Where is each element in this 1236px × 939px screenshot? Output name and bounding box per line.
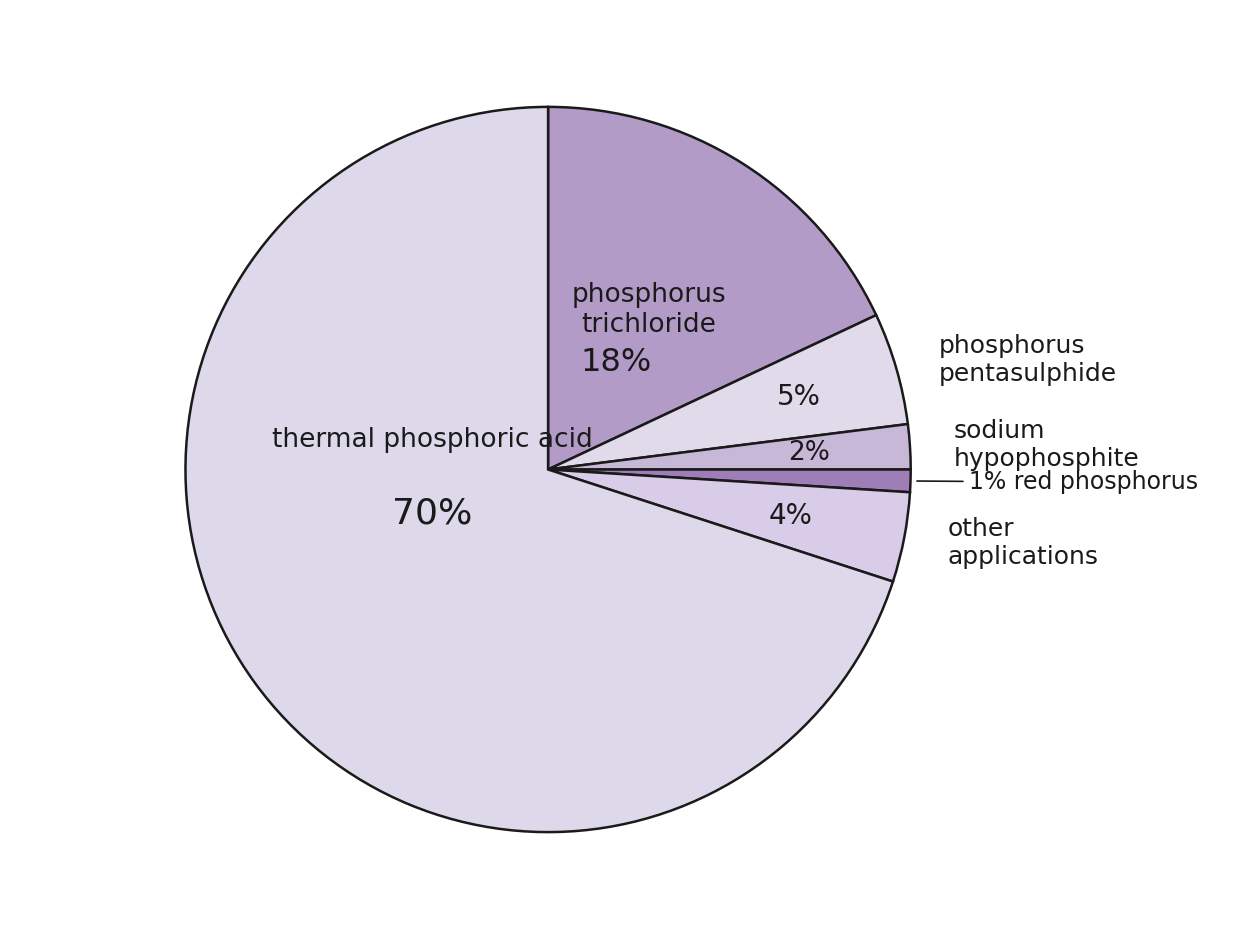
Wedge shape bbox=[185, 107, 892, 832]
Text: 1% red phosphorus: 1% red phosphorus bbox=[917, 470, 1198, 494]
Text: sodium
hypophosphite: sodium hypophosphite bbox=[953, 419, 1140, 470]
Text: phosphorus
trichloride: phosphorus trichloride bbox=[572, 283, 727, 338]
Wedge shape bbox=[548, 424, 911, 470]
Text: 2%: 2% bbox=[787, 440, 829, 466]
Text: 5%: 5% bbox=[777, 383, 821, 410]
Text: phosphorus
pentasulphide: phosphorus pentasulphide bbox=[938, 334, 1117, 386]
Wedge shape bbox=[548, 470, 911, 492]
Text: 4%: 4% bbox=[769, 501, 812, 530]
Wedge shape bbox=[548, 316, 907, 470]
Text: 18%: 18% bbox=[581, 346, 651, 377]
Wedge shape bbox=[548, 470, 910, 581]
Wedge shape bbox=[548, 107, 876, 470]
Text: other
applications: other applications bbox=[947, 517, 1099, 569]
Text: thermal phosphoric acid: thermal phosphoric acid bbox=[272, 427, 592, 454]
Text: 70%: 70% bbox=[392, 496, 472, 530]
